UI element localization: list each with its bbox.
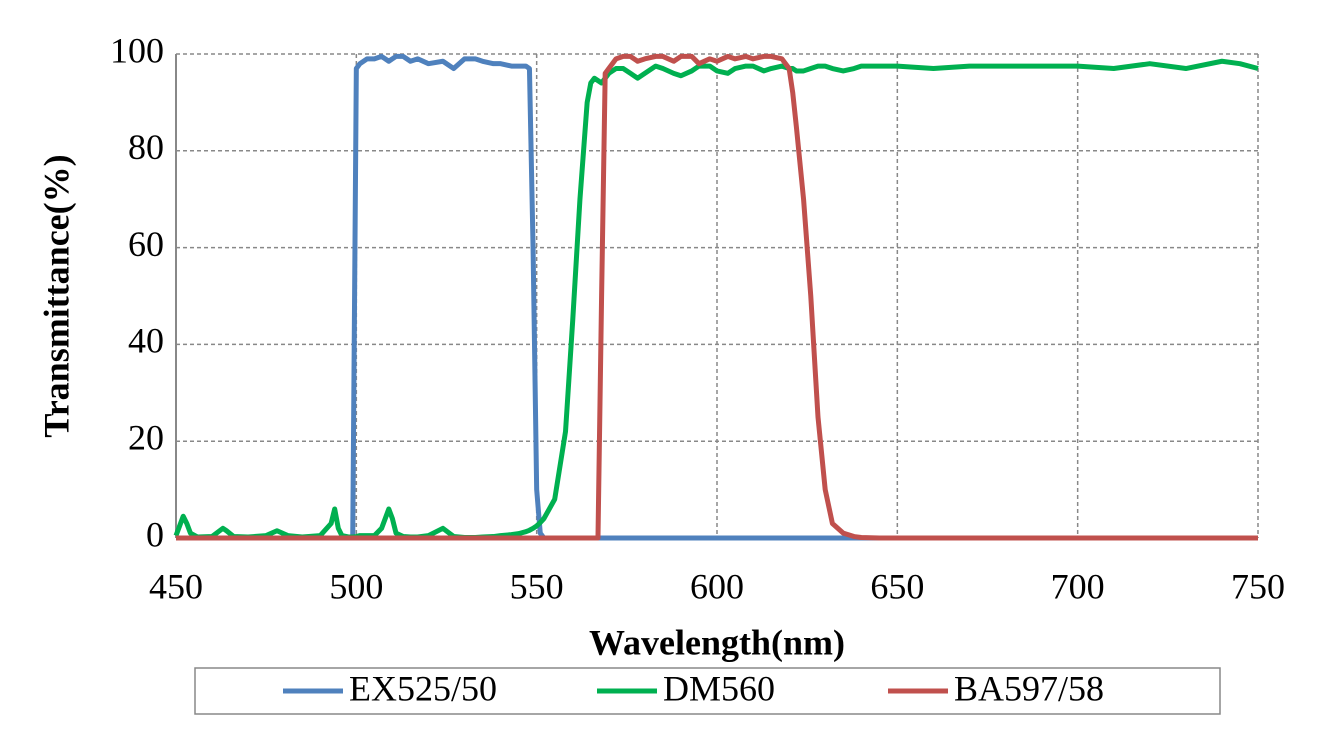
legend-box: [194, 667, 1221, 715]
x-tick-label: 600: [690, 566, 744, 606]
x-tick-label: 550: [510, 566, 564, 606]
x-tick-label: 450: [149, 566, 203, 606]
y-tick-label: 80: [128, 127, 164, 167]
x-axis-title: Wavelength(nm): [589, 622, 845, 662]
x-tick-label: 650: [870, 566, 924, 606]
y-axis-title: Transmittance(%): [36, 154, 76, 437]
y-tick-label: 100: [110, 30, 164, 70]
series-line: [176, 53, 1258, 541]
y-tick-label: 20: [128, 417, 164, 457]
legend-label: BA597/58: [954, 668, 1104, 708]
x-tick-label: 750: [1231, 566, 1285, 606]
y-tick-label: 40: [128, 321, 164, 361]
legend-label: EX525/50: [349, 668, 497, 708]
x-tick-label: 700: [1051, 566, 1105, 606]
legend-label: DM560: [663, 668, 775, 708]
x-tick-label: 500: [329, 566, 383, 606]
series-line: [173, 58, 1259, 541]
y-tick-label: 60: [128, 224, 164, 264]
y-tick-label: 0: [146, 514, 164, 554]
series-line: [176, 53, 1258, 541]
